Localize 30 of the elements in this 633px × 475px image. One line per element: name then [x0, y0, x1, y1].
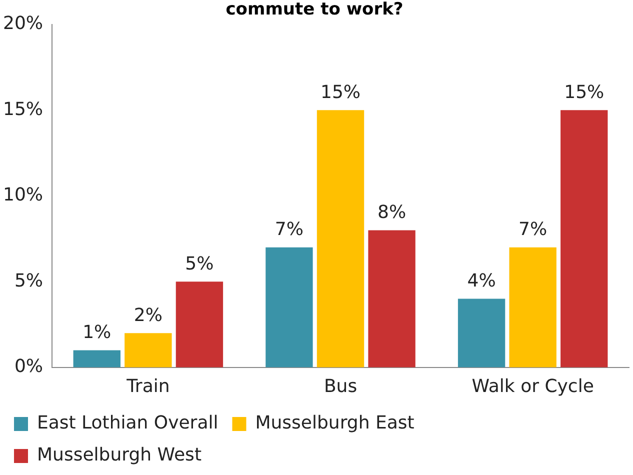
bar — [316, 110, 364, 368]
legend-label: Musselburgh West — [37, 444, 202, 466]
bar — [509, 247, 556, 368]
data-label: 2% — [134, 304, 162, 326]
bar — [176, 282, 224, 368]
data-label: 15% — [320, 82, 361, 103]
chart-title: commute to work? — [226, 0, 404, 20]
data-label: 8% — [378, 202, 406, 223]
bar — [458, 298, 506, 368]
y-tick-label: 20% — [2, 13, 44, 34]
bar — [368, 230, 416, 368]
data-label: 1% — [82, 322, 112, 343]
y-tick-label: 10% — [2, 184, 44, 206]
legend-label: East Lothian Overall — [37, 412, 218, 434]
y-tick-label: 0% — [14, 356, 44, 378]
y-tick-label: 5% — [14, 270, 44, 292]
bar — [73, 350, 120, 368]
bar — [560, 110, 608, 368]
x-tick-label: Train — [126, 376, 170, 397]
x-tick-label: Walk or Cycle — [472, 376, 594, 397]
x-tick-label: Bus — [324, 376, 358, 397]
data-label: 4% — [467, 270, 496, 292]
data-label: 5% — [185, 253, 214, 274]
y-tick-label: 15% — [2, 98, 44, 120]
data-label: 7% — [274, 219, 304, 240]
bar — [124, 333, 172, 368]
data-label: 7% — [518, 219, 548, 240]
bar — [266, 247, 313, 368]
data-label: 15% — [564, 82, 604, 103]
legend-label: Musselburgh East — [255, 412, 414, 434]
